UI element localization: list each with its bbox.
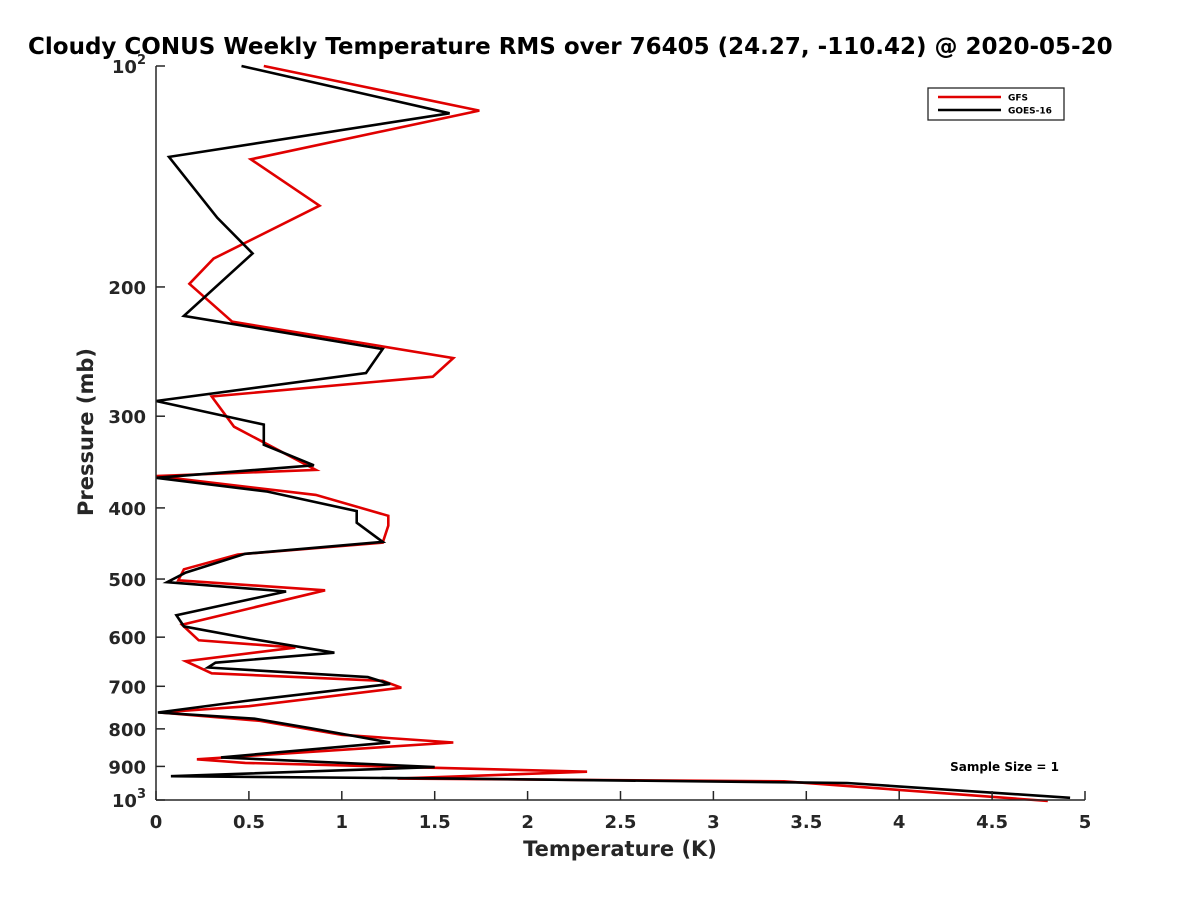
chart-title: Cloudy CONUS Weekly Temperature RMS over… <box>28 34 1113 60</box>
plot-background <box>156 66 1085 800</box>
x-tick-label: 1.5 <box>419 812 451 833</box>
y-tick-label: 600 <box>108 628 146 649</box>
y-tick-label: 800 <box>108 720 146 741</box>
x-axis-label: Temperature (K) <box>523 837 717 861</box>
y-tick-label: 700 <box>108 677 146 698</box>
legend-label: GOES-16 <box>1008 107 1052 117</box>
legend-label: GFS <box>1008 94 1028 104</box>
y-axis-label: Pressure (mb) <box>74 348 98 516</box>
legend: GFS GOES-16 <box>927 87 1065 121</box>
y-tick-label: 103 <box>112 787 146 812</box>
y-tick-label: 300 <box>108 407 146 428</box>
y-tick-label: 400 <box>108 499 146 520</box>
series-line-goes-16 <box>155 64 1071 800</box>
x-tick-label: 2 <box>521 812 534 833</box>
series-layer <box>155 64 1071 803</box>
y-tick-label: 900 <box>108 757 146 778</box>
x-tick-label: 3 <box>707 812 720 833</box>
sample-size-annotation: Sample Size = 1 <box>950 760 1059 774</box>
x-tick-label: 1 <box>336 812 349 833</box>
x-tick-label: 5 <box>1079 812 1092 833</box>
plot-area <box>156 66 1085 800</box>
x-tick-label: 0 <box>150 812 163 833</box>
x-tick-label: 2.5 <box>605 812 637 833</box>
x-tick-label: 4.5 <box>976 812 1008 833</box>
y-tick-label: 102 <box>112 53 146 78</box>
x-tick-label: 0.5 <box>233 812 265 833</box>
ticks-layer: 0 0.5 1 1.5 2 2.5 3 3.5 4 4.5 5 102 200 300 400 500 600 7… <box>108 53 1091 833</box>
legend-box <box>927 87 1065 121</box>
y-tick-label: 500 <box>108 570 146 591</box>
y-tick-label: 200 <box>108 278 146 299</box>
x-tick-label: 3.5 <box>790 812 822 833</box>
series-line-gfs <box>155 64 1048 803</box>
x-tick-label: 4 <box>893 812 906 833</box>
